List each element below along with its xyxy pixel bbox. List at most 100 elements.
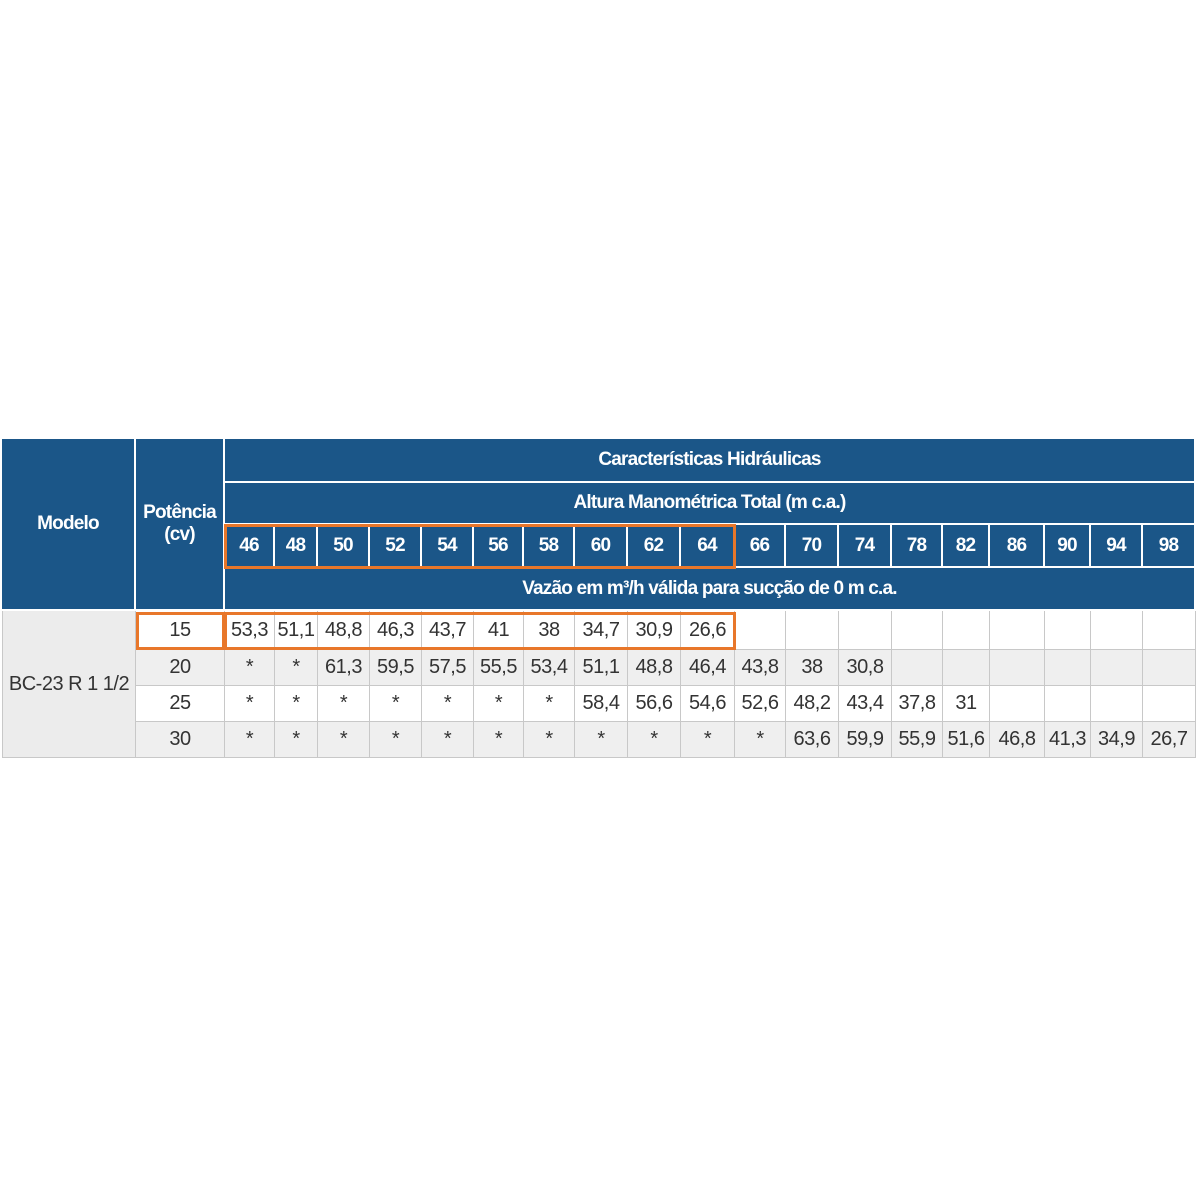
value-cell: 55,9 <box>892 722 943 758</box>
value-cell: 53,3 <box>225 611 275 650</box>
value-cell <box>735 611 786 650</box>
height-header: 82 <box>943 525 990 568</box>
value-cell: 34,9 <box>1091 722 1143 758</box>
power-cell: 15 <box>136 611 225 650</box>
value-cell: * <box>628 722 681 758</box>
subgroup-header: Altura Manométrica Total (m c.a.) <box>225 483 1196 525</box>
value-cell: 30,9 <box>628 611 681 650</box>
value-cell <box>990 650 1045 686</box>
value-cell: * <box>318 686 370 722</box>
value-cell: * <box>275 722 318 758</box>
value-cell: * <box>225 686 275 722</box>
value-cell: 56,6 <box>628 686 681 722</box>
value-cell: 63,6 <box>786 722 839 758</box>
height-header: 50 <box>318 525 370 568</box>
value-cell: 41,3 <box>1045 722 1091 758</box>
height-header: 78 <box>892 525 943 568</box>
value-cell <box>1045 650 1091 686</box>
power-cell: 25 <box>136 686 225 722</box>
value-cell: 55,5 <box>474 650 524 686</box>
power-cell: 30 <box>136 722 225 758</box>
value-cell: 54,6 <box>681 686 735 722</box>
value-cell <box>990 611 1045 650</box>
value-cell <box>892 650 943 686</box>
value-cell: * <box>370 722 422 758</box>
model-header: Modelo <box>2 439 136 611</box>
value-cell: 26,7 <box>1143 722 1196 758</box>
value-cell: * <box>225 722 275 758</box>
height-header: 90 <box>1045 525 1091 568</box>
value-cell <box>892 611 943 650</box>
model-cell: BC-23 R 1 1/2 <box>2 611 136 758</box>
height-header: 98 <box>1143 525 1196 568</box>
value-cell: 43,7 <box>422 611 474 650</box>
value-cell: 30,8 <box>839 650 892 686</box>
value-cell <box>1143 611 1196 650</box>
value-cell <box>1045 686 1091 722</box>
height-header: 54 <box>422 525 474 568</box>
value-cell: 51,1 <box>275 611 318 650</box>
value-cell: 43,4 <box>839 686 892 722</box>
value-cell <box>1091 611 1143 650</box>
value-cell: * <box>575 722 628 758</box>
value-cell <box>1143 650 1196 686</box>
value-cell: 46,4 <box>681 650 735 686</box>
height-header: 74 <box>839 525 892 568</box>
height-header: 86 <box>990 525 1045 568</box>
height-header: 48 <box>275 525 318 568</box>
value-cell <box>943 650 990 686</box>
value-cell <box>839 611 892 650</box>
value-cell <box>1143 686 1196 722</box>
value-cell <box>990 686 1045 722</box>
height-header: 70 <box>786 525 839 568</box>
group-header: Características Hidráulicas <box>225 439 1196 483</box>
value-cell: * <box>735 722 786 758</box>
value-cell: * <box>474 686 524 722</box>
value-cell: 38 <box>524 611 575 650</box>
height-header: 58 <box>524 525 575 568</box>
value-cell: * <box>681 722 735 758</box>
height-header: 62 <box>628 525 681 568</box>
value-cell: 31 <box>943 686 990 722</box>
value-cell: 46,8 <box>990 722 1045 758</box>
value-cell <box>943 611 990 650</box>
value-cell: 51,1 <box>575 650 628 686</box>
value-cell: 48,8 <box>318 611 370 650</box>
value-cell: 34,7 <box>575 611 628 650</box>
value-cell: 57,5 <box>422 650 474 686</box>
value-cell: * <box>474 722 524 758</box>
height-header: 56 <box>474 525 524 568</box>
value-cell: 48,2 <box>786 686 839 722</box>
value-cell: * <box>524 686 575 722</box>
value-cell: * <box>318 722 370 758</box>
height-header: 52 <box>370 525 422 568</box>
value-cell: 61,3 <box>318 650 370 686</box>
value-cell <box>1045 611 1091 650</box>
value-cell <box>786 611 839 650</box>
flow-header: Vazão em m³/h válida para sucção de 0 m … <box>225 568 1196 611</box>
value-cell: * <box>422 722 474 758</box>
value-cell: 52,6 <box>735 686 786 722</box>
value-cell: 48,8 <box>628 650 681 686</box>
value-cell: 58,4 <box>575 686 628 722</box>
value-cell <box>1091 650 1143 686</box>
value-cell: 51,6 <box>943 722 990 758</box>
power-header: Potência (cv) <box>136 439 225 611</box>
value-cell: * <box>370 686 422 722</box>
value-cell: 41 <box>474 611 524 650</box>
value-cell: * <box>422 686 474 722</box>
power-cell: 20 <box>136 650 225 686</box>
height-header: 64 <box>681 525 735 568</box>
height-header: 46 <box>225 525 275 568</box>
value-cell: 43,8 <box>735 650 786 686</box>
value-cell: 37,8 <box>892 686 943 722</box>
value-cell: 53,4 <box>524 650 575 686</box>
value-cell: * <box>275 650 318 686</box>
value-cell: * <box>524 722 575 758</box>
value-cell <box>1091 686 1143 722</box>
value-cell: 26,6 <box>681 611 735 650</box>
value-cell: * <box>275 686 318 722</box>
value-cell: * <box>225 650 275 686</box>
value-cell: 59,5 <box>370 650 422 686</box>
